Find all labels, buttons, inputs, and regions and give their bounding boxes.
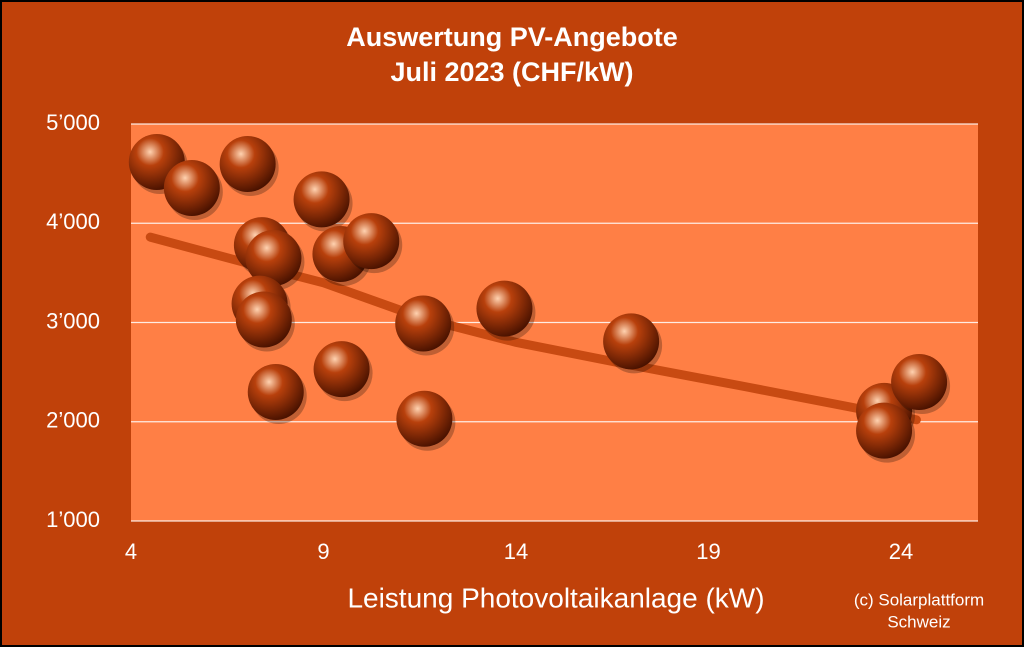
x-tick-label: 19 <box>696 539 720 564</box>
x-tick-label: 9 <box>317 539 329 564</box>
chart-subtitle: Juli 2023 (CHF/kW) <box>390 57 633 87</box>
data-point <box>235 291 292 348</box>
y-tick-label: 4’000 <box>46 209 100 234</box>
data-point <box>293 171 350 228</box>
data-point <box>247 363 304 420</box>
x-tick-label: 14 <box>504 539 528 564</box>
data-point <box>395 295 452 352</box>
x-axis-label: Leistung Photovoltaikanlage (kW) <box>347 582 764 613</box>
data-point <box>396 390 453 447</box>
x-tick-label: 4 <box>125 539 137 564</box>
data-point <box>343 213 400 270</box>
y-tick-label: 3’000 <box>46 308 100 333</box>
data-point <box>856 402 913 459</box>
chart-title: Auswertung PV-Angebote <box>346 22 678 52</box>
data-point <box>245 229 302 286</box>
data-point <box>163 160 220 217</box>
data-point <box>476 280 533 337</box>
data-point <box>313 341 370 398</box>
credit: Schweiz <box>887 612 950 631</box>
y-tick-label: 2’000 <box>46 408 100 433</box>
x-tick-label: 24 <box>889 539 913 564</box>
credit: (c) Solarplattform <box>854 590 984 609</box>
y-tick-label: 5’000 <box>46 110 100 135</box>
y-tick-label: 1’000 <box>46 507 100 532</box>
data-point <box>603 313 660 370</box>
data-point <box>891 354 948 411</box>
data-point <box>219 135 276 192</box>
